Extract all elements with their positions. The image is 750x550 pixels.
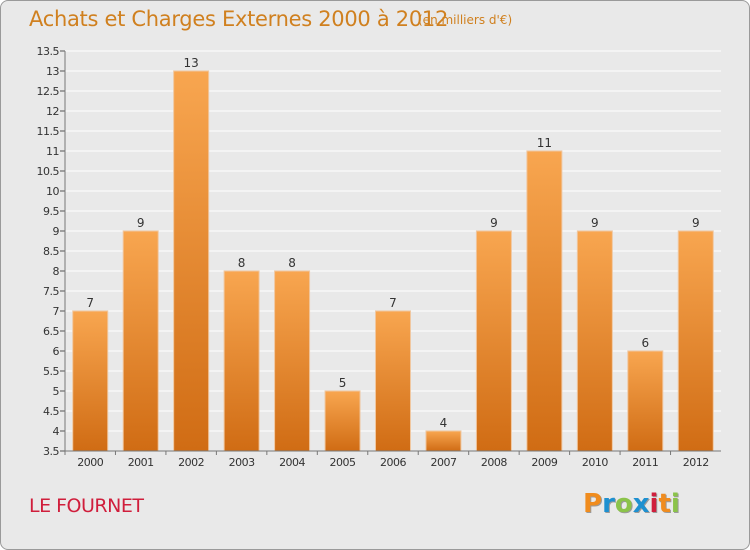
- bar-2007: [425, 430, 462, 452]
- data-label-2002: 13: [184, 56, 199, 70]
- bar-2005: [324, 390, 361, 452]
- data-label-2008: 9: [490, 216, 498, 230]
- x-tick-label-2005: 2005: [330, 456, 356, 469]
- y-tick-label: 4: [53, 425, 60, 438]
- data-label-2010: 9: [591, 216, 599, 230]
- y-tick-label: 9: [53, 225, 60, 238]
- y-tick-label: 11.5: [37, 125, 60, 138]
- y-tick-label: 7.5: [43, 285, 59, 298]
- data-label-2009: 11: [537, 136, 552, 150]
- y-tick-label: 12: [46, 105, 59, 118]
- x-tick-label-2002: 2002: [178, 456, 204, 469]
- bar-2000: [72, 310, 109, 452]
- x-tick-label-2012: 2012: [683, 456, 709, 469]
- data-labels: 7 9 13 8 8 5 7 4 9 11 9 6 9: [86, 56, 699, 430]
- y-tick-label: 6.5: [43, 325, 59, 338]
- bar-2004: [274, 270, 311, 452]
- x-tick-label-2009: 2009: [531, 456, 557, 469]
- data-label-2005: 5: [339, 376, 347, 390]
- chart-unit-label: (en milliers d'€): [418, 13, 513, 27]
- x-tick-label-2007: 2007: [430, 456, 456, 469]
- data-label-2004: 8: [288, 256, 296, 270]
- y-tick-label: 5.5: [43, 365, 59, 378]
- bar-2012: [677, 230, 714, 452]
- commune-name: LE FOURNET: [29, 495, 144, 517]
- y-tick-label: 13: [46, 65, 59, 78]
- proxiti-logo[interactable]: Proxiti: [583, 489, 680, 519]
- y-axis: 3.5 4 4.5 5 5.5 6 6.5 7 7.5 8 8.5 9 9.5 10 10.5 11 11.5 1…: [37, 45, 66, 458]
- bar-2001: [122, 230, 159, 452]
- bars: [72, 70, 714, 452]
- y-tick-label: 3.5: [43, 445, 59, 458]
- x-tick-label-2004: 2004: [279, 456, 305, 469]
- y-tick-label: 9.5: [43, 205, 59, 218]
- y-tick-label: 13.5: [37, 45, 60, 58]
- data-label-2001: 9: [137, 216, 145, 230]
- bar-2002: [173, 70, 210, 452]
- x-tick-label-2011: 2011: [632, 456, 658, 469]
- y-tick-label: 6: [53, 345, 60, 358]
- data-label-2007: 4: [440, 416, 448, 430]
- data-label-2006: 7: [389, 296, 397, 310]
- logo-letter: i: [649, 489, 659, 519]
- bar-2011: [627, 350, 664, 452]
- y-tick-label: 7: [53, 305, 60, 318]
- y-tick-label: 5: [53, 385, 60, 398]
- y-tick-label: 10: [46, 185, 59, 198]
- y-tick-label: 12.5: [37, 85, 60, 98]
- chart-title: Achats et Charges Externes 2000 à 2012: [29, 7, 449, 31]
- data-label-2012: 9: [692, 216, 700, 230]
- x-tick-label-2000: 2000: [77, 456, 103, 469]
- y-tick-label: 10.5: [37, 165, 60, 178]
- logo-letter: P: [583, 489, 603, 519]
- bar-2003: [223, 270, 260, 452]
- data-label-2011: 6: [641, 336, 649, 350]
- bar-2006: [375, 310, 411, 452]
- y-tick-label: 8.5: [43, 245, 59, 258]
- x-tick-label-2003: 2003: [229, 456, 255, 469]
- x-axis: 2000 2001 2002 2003 2004 2005 2006 2007 2008 2009…: [64, 450, 721, 469]
- bar-2008: [475, 230, 512, 452]
- x-tick-label-2001: 2001: [128, 456, 154, 469]
- logo-letter: i: [670, 489, 680, 519]
- bar-2009: [526, 150, 563, 452]
- x-tick-label-2006: 2006: [380, 456, 406, 469]
- logo-letter: x: [632, 489, 650, 519]
- bar-2010: [576, 230, 613, 452]
- y-tick-label: 4.5: [43, 405, 59, 418]
- data-label-2003: 8: [238, 256, 246, 270]
- y-tick-label: 11: [46, 145, 59, 158]
- logo-letter: t: [658, 489, 671, 519]
- logo-letter: o: [614, 489, 633, 519]
- logo-letter: r: [602, 489, 615, 519]
- y-tick-label: 8: [53, 265, 60, 278]
- data-label-2000: 7: [86, 296, 94, 310]
- x-tick-label-2008: 2008: [481, 456, 507, 469]
- x-tick-label-2010: 2010: [582, 456, 608, 469]
